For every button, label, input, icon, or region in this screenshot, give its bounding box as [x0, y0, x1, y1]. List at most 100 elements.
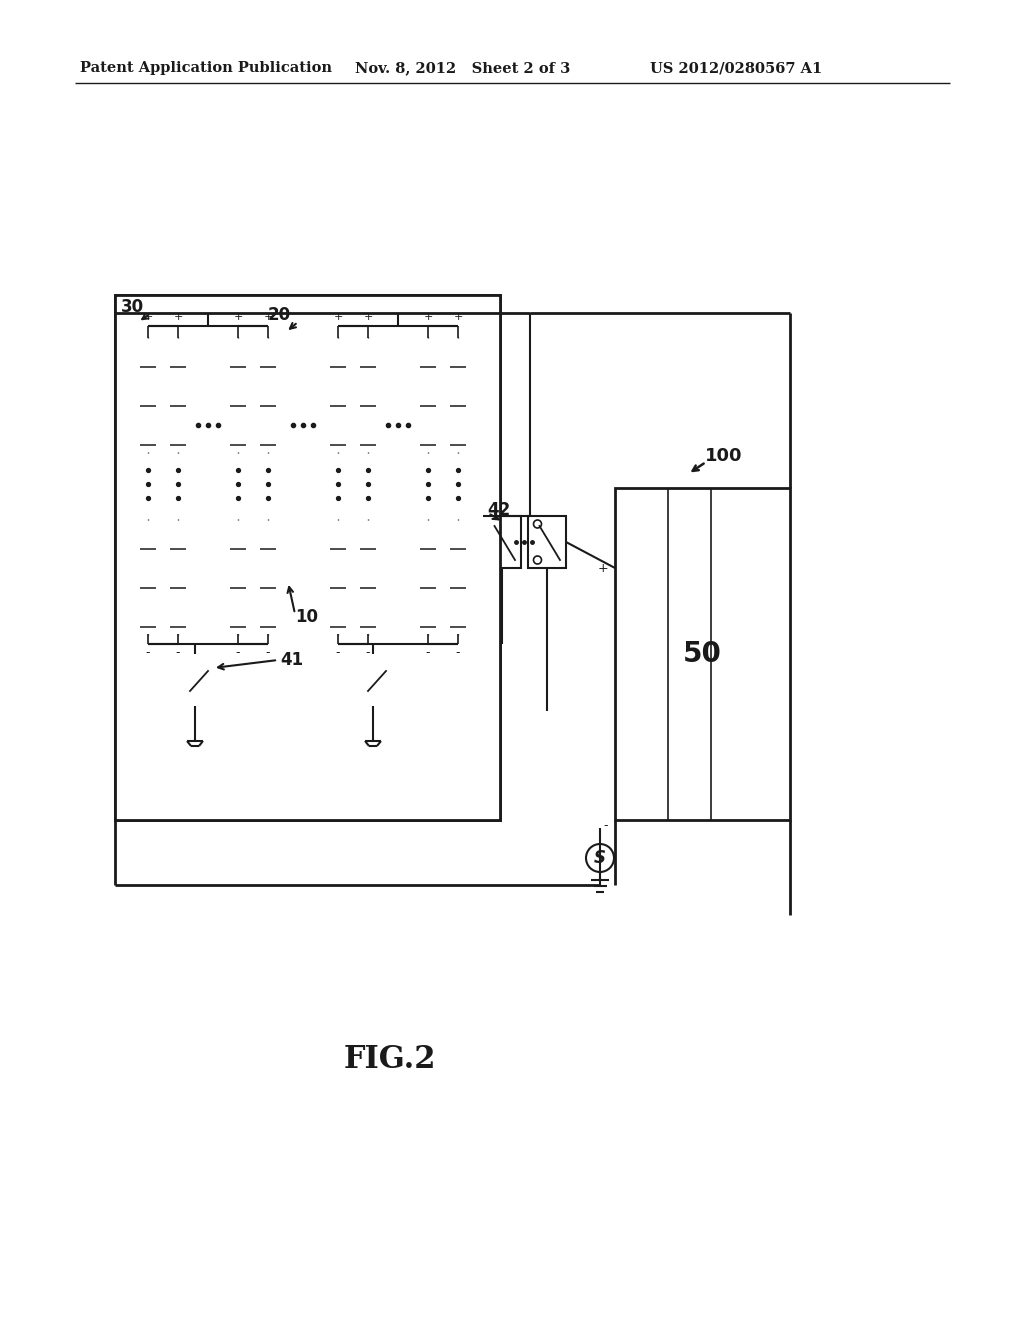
Bar [166, 520, 190, 556]
Text: +: + [598, 561, 608, 574]
Polygon shape [360, 574, 376, 587]
Bar [416, 378, 440, 413]
Polygon shape [170, 574, 185, 587]
Polygon shape [360, 354, 376, 367]
Text: +: + [263, 312, 272, 322]
Text: -: - [145, 647, 151, 660]
Polygon shape [230, 432, 246, 445]
Polygon shape [451, 432, 466, 445]
Bar [326, 378, 350, 413]
Polygon shape [260, 612, 275, 627]
Bar [166, 338, 190, 374]
Bar [483, 516, 521, 568]
Text: -: - [366, 647, 371, 660]
Bar [354, 653, 392, 706]
Text: Nov. 8, 2012   Sheet 2 of 3: Nov. 8, 2012 Sheet 2 of 3 [355, 61, 570, 75]
Polygon shape [170, 612, 185, 627]
Polygon shape [170, 392, 185, 405]
Bar [166, 378, 190, 413]
Bar [226, 598, 250, 634]
Polygon shape [260, 392, 275, 405]
Bar [136, 558, 160, 595]
Polygon shape [230, 535, 246, 549]
Polygon shape [360, 432, 376, 445]
Bar [136, 416, 160, 451]
Bar [226, 558, 250, 595]
Bar [416, 598, 440, 634]
Polygon shape [260, 535, 275, 549]
Bar [115, 294, 500, 820]
Bar [256, 338, 280, 374]
Text: +: + [233, 312, 243, 322]
Bar [356, 378, 380, 413]
Polygon shape [330, 432, 346, 445]
Bar [226, 520, 250, 556]
Bar [136, 520, 160, 556]
Text: S: S [594, 849, 606, 867]
Polygon shape [140, 354, 156, 367]
Bar [226, 378, 250, 413]
Text: US 2012/0280567 A1: US 2012/0280567 A1 [650, 61, 822, 75]
Bar [446, 598, 470, 634]
Polygon shape [360, 612, 376, 627]
Bar [356, 338, 380, 374]
Bar [176, 653, 214, 706]
Bar [136, 598, 160, 634]
Bar [256, 378, 280, 413]
Polygon shape [230, 354, 246, 367]
Text: -: - [426, 647, 430, 660]
Bar [115, 294, 500, 820]
Text: -: - [603, 820, 607, 833]
Bar [356, 598, 380, 634]
Polygon shape [170, 354, 185, 367]
Bar [416, 558, 440, 595]
Text: +: + [364, 312, 373, 322]
Bar [416, 338, 440, 374]
Polygon shape [360, 535, 376, 549]
Text: 100: 100 [705, 447, 742, 465]
Polygon shape [170, 535, 185, 549]
Bar [416, 416, 440, 451]
Text: +: + [334, 312, 343, 322]
Polygon shape [260, 574, 275, 587]
Text: 10: 10 [295, 609, 318, 626]
Bar [326, 338, 350, 374]
Polygon shape [230, 574, 246, 587]
Bar [615, 488, 790, 820]
Polygon shape [420, 612, 436, 627]
Text: -: - [456, 647, 460, 660]
Polygon shape [170, 432, 185, 445]
Polygon shape [330, 574, 346, 587]
Bar [326, 416, 350, 451]
Polygon shape [451, 612, 466, 627]
Text: 50: 50 [683, 640, 722, 668]
Text: FIG.2: FIG.2 [344, 1044, 436, 1076]
Text: +: + [173, 312, 182, 322]
Polygon shape [140, 392, 156, 405]
Text: 20: 20 [268, 306, 291, 323]
Polygon shape [330, 392, 346, 405]
Polygon shape [330, 354, 346, 367]
Polygon shape [260, 354, 275, 367]
Text: -: - [266, 647, 270, 660]
Bar [356, 520, 380, 556]
Polygon shape [330, 535, 346, 549]
Polygon shape [451, 354, 466, 367]
Bar [416, 520, 440, 556]
Bar [446, 378, 470, 413]
Polygon shape [360, 392, 376, 405]
Polygon shape [140, 574, 156, 587]
Polygon shape [451, 392, 466, 405]
Polygon shape [330, 612, 346, 627]
Polygon shape [230, 392, 246, 405]
Polygon shape [140, 535, 156, 549]
Text: 42: 42 [487, 502, 510, 519]
Bar [326, 598, 350, 634]
Bar [446, 520, 470, 556]
Bar [256, 416, 280, 451]
Bar [166, 416, 190, 451]
Polygon shape [140, 432, 156, 445]
Text: -: - [176, 647, 180, 660]
Bar [446, 338, 470, 374]
Bar [136, 378, 160, 413]
